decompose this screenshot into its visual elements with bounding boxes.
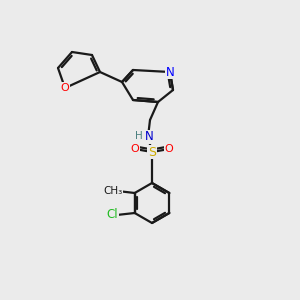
Text: O: O — [61, 83, 69, 93]
Text: N: N — [166, 65, 174, 79]
Text: S: S — [148, 146, 156, 158]
Text: N: N — [145, 130, 153, 143]
Text: O: O — [165, 144, 173, 154]
Text: O: O — [130, 144, 140, 154]
Text: Cl: Cl — [107, 208, 118, 221]
Text: H: H — [135, 131, 143, 141]
Text: CH₃: CH₃ — [103, 186, 122, 196]
